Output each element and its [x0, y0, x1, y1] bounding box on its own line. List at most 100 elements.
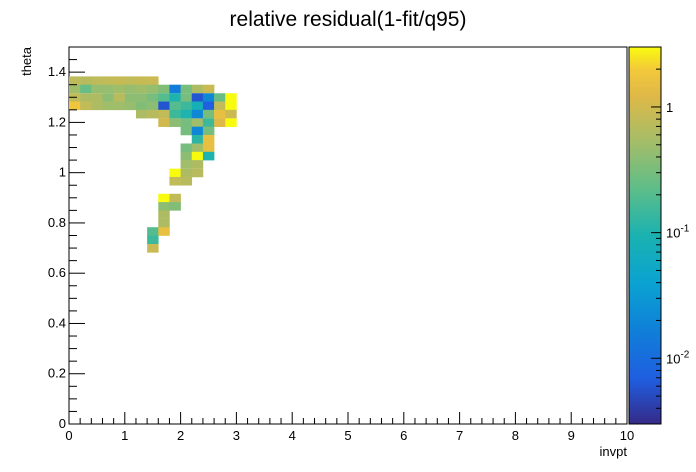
heatmap-cell: [124, 93, 137, 102]
y-tick-label: 1: [59, 165, 66, 180]
heatmap-cell: [102, 84, 114, 94]
x-axis-title: invpt: [600, 444, 628, 459]
y-tick-label: 0.8: [48, 215, 66, 230]
heatmap-cell: [180, 143, 193, 153]
heatmap-cell: [202, 84, 215, 94]
heatmap-cell: [180, 176, 193, 186]
heatmap-cell: [180, 160, 193, 169]
heatmap-cell: [180, 118, 193, 127]
heatmap-cell: [191, 160, 204, 169]
heatmap-cell: [169, 202, 181, 211]
heatmap-cell: [169, 101, 181, 111]
heatmap-cell: [91, 84, 103, 94]
heatmap-cells: [69, 76, 237, 253]
heatmap-cell: [191, 101, 204, 111]
heatmap-cell: [158, 109, 170, 119]
heatmap-cell: [158, 227, 170, 236]
x-tick-label: 0: [65, 428, 72, 443]
colorbar-tick-label: 10-2: [666, 349, 690, 366]
chart-title: relative residual(1-fit/q95): [230, 8, 467, 31]
colorbar-ticks: 10-2 10-1 1: [651, 46, 690, 425]
heatmap-cell: [202, 143, 215, 153]
y-tick-label: 1.2: [48, 114, 66, 129]
heatmap-cell: [191, 143, 204, 153]
heatmap-cell: [169, 84, 181, 94]
heatmap-cell: [169, 93, 181, 102]
heatmap-cell: [124, 76, 137, 85]
heatmap-cell: [158, 84, 170, 94]
heatmap-cell: [225, 101, 237, 111]
heatmap-cell: [180, 84, 193, 94]
heatmap-cell: [180, 151, 193, 161]
heatmap-cell: [180, 109, 193, 119]
heatmap-cell: [191, 151, 204, 161]
heatmap-cell: [91, 93, 103, 102]
colorbar-tick-label: 10-1: [666, 224, 690, 241]
heatmap-cell: [202, 101, 215, 111]
heatmap-cell: [191, 126, 204, 136]
heatmap-cell: [147, 101, 159, 111]
heatmap-cell: [124, 84, 137, 94]
heatmap-cell: [80, 76, 92, 85]
heatmap-cell: [169, 193, 181, 203]
heatmap-cell: [113, 76, 126, 85]
heatmap-cell: [135, 101, 148, 111]
heatmap-cell: [147, 227, 159, 236]
heatmap-cell: [169, 176, 181, 186]
heatmap-cell: [80, 101, 92, 111]
heatmap-cell: [147, 84, 159, 94]
heatmap-cell: [147, 244, 159, 253]
heatmap-cell: [180, 168, 193, 178]
heatmap-cell: [147, 235, 159, 245]
heatmap-cell: [158, 101, 170, 111]
heatmap-cell: [80, 84, 92, 94]
heatmap-cell: [225, 118, 237, 127]
heatmap-cell: [113, 93, 126, 102]
heatmap-cell: [80, 93, 92, 102]
heatmap-cell: [214, 101, 226, 111]
heatmap-cell: [225, 109, 237, 119]
x-tick-label: 4: [289, 428, 296, 443]
heatmap-cell: [202, 134, 215, 144]
x-tick-label: 7: [456, 428, 463, 443]
heatmap-cell: [69, 84, 81, 94]
heatmap-cell: [169, 118, 181, 127]
colorbar-frame: [628, 46, 662, 425]
heatmap-cell: [69, 76, 81, 85]
colorbar: [629, 47, 661, 424]
y-axis: 0 0.2 0.4 0.6 0.8 1 1.2 1.4: [48, 46, 85, 431]
heatmap-cell: [180, 126, 193, 136]
heatmap-cell: [191, 109, 204, 119]
heatmap-cell: [158, 193, 170, 203]
heatmap-cell: [191, 84, 204, 94]
y-axis-title: theta: [19, 46, 34, 76]
heatmap-cell: [102, 101, 114, 111]
colorbar-tick-label: 1: [666, 100, 673, 115]
heatmap-cell: [158, 210, 170, 219]
heatmap-cell: [202, 118, 215, 127]
y-tick-label: 0.2: [48, 366, 66, 381]
heatmap-cell: [158, 118, 170, 127]
heatmap-cell: [169, 109, 181, 119]
heatmap-cell: [102, 76, 114, 85]
heatmap-cell: [180, 101, 193, 111]
x-tick-label: 1: [121, 428, 128, 443]
x-tick-label: 10: [620, 428, 634, 443]
x-axis: 0 1 2 3 4 5 6 7 8 9 10: [65, 412, 634, 443]
heatmap-cell: [202, 93, 215, 102]
heatmap-cell: [169, 168, 181, 178]
heatmap-cell: [91, 76, 103, 85]
heatmap-cell: [158, 202, 170, 211]
heatmap-cell: [102, 93, 114, 102]
heatmap-cell: [158, 218, 170, 228]
heatmap-cell: [158, 93, 170, 102]
heatmap-cell: [225, 93, 237, 102]
heatmap-cell: [202, 109, 215, 119]
x-tick-label: 8: [512, 428, 519, 443]
heatmap-cell: [135, 76, 148, 85]
heatmap-cell: [135, 93, 148, 102]
x-tick-label: 3: [233, 428, 240, 443]
x-tick-label: 6: [400, 428, 407, 443]
heatmap-cell: [214, 109, 226, 119]
